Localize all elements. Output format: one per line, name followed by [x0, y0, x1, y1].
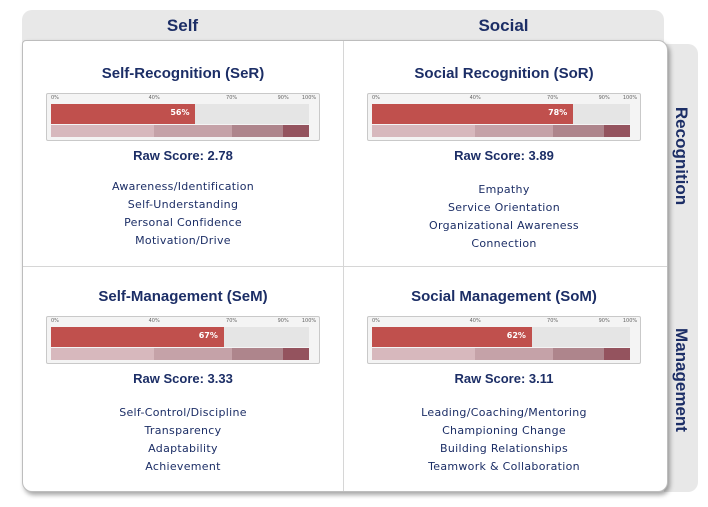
scale-tick-label: 0% — [51, 95, 59, 101]
skill-item: Service Orientation — [448, 201, 560, 214]
raw-score: Raw Score: 3.89 — [454, 148, 554, 163]
row-header-management: Management — [672, 328, 691, 432]
quadrant-social-management: Social Management (SoM) 0% 40% 70% 90% 100% 6… — [344, 288, 664, 476]
skill-item: Transparency — [144, 424, 222, 437]
gauge-band — [552, 125, 605, 137]
gauge-band — [372, 348, 476, 360]
skill-item: Championing Change — [442, 424, 566, 437]
scale-tick-label: 40% — [148, 318, 160, 324]
scale-tick-label: 100% — [622, 95, 638, 101]
gauge-percent-label: 78% — [548, 108, 568, 117]
skill-item: Connection — [471, 237, 537, 250]
scale-tick-label: 0% — [51, 318, 59, 324]
gauge-percent-label: 67% — [198, 331, 218, 340]
column-header-self: Self — [166, 16, 199, 35]
gauge-band — [283, 348, 309, 360]
score-gauge: 0% 40% 70% 90% 100% 78% — [367, 93, 641, 141]
scale-tick-label: 90% — [277, 318, 289, 324]
skill-item: Personal Confidence — [124, 216, 242, 229]
skill-item: Leading/Coaching/Mentoring — [421, 406, 587, 419]
gauge-band — [372, 125, 476, 137]
gauge-track: 67% — [51, 327, 309, 347]
scale-tick-label: 70% — [547, 318, 559, 324]
skill-list: Self-Control/Discipline Transparency Ada… — [23, 404, 343, 476]
gauge-fill: 56% — [51, 104, 196, 124]
skill-item: Awareness/Identification — [111, 180, 255, 193]
quadrant-self-recognition: Self-Recognition (SeR) 0% 40% 70% 90% 100% 56… — [23, 65, 343, 250]
scale-tick-label: 40% — [469, 95, 481, 101]
skill-list: Awareness/Identification Self-Understand… — [23, 178, 343, 250]
gauge-track: 56% — [51, 104, 309, 124]
gauge-fill: 67% — [51, 327, 224, 347]
column-header-band — [22, 10, 664, 44]
gauge-band — [604, 125, 630, 137]
skill-item: Organizational Awareness — [429, 219, 579, 232]
gauge-band — [231, 125, 284, 137]
scale-tick-label: 90% — [277, 95, 289, 101]
gauge-fill: 78% — [372, 104, 574, 124]
gauge-track: 78% — [372, 104, 630, 124]
gauge-band — [51, 348, 155, 360]
score-gauge: 0% 40% 70% 90% 100% 67% — [46, 316, 320, 364]
quadrant-title: Self-Recognition (SeR) — [101, 65, 265, 82]
scale-tick-label: 40% — [148, 95, 160, 101]
scale-tick-label: 70% — [226, 318, 238, 324]
row-header-recognition: Recognition — [672, 106, 691, 206]
gauge-track: 62% — [372, 327, 630, 347]
gauge-fill: 62% — [372, 327, 532, 347]
scale-tick-label: 0% — [372, 318, 380, 324]
scale-tick-label: 100% — [301, 318, 317, 324]
gauge-band — [51, 125, 155, 137]
gauge-bands — [51, 348, 309, 360]
skill-item: Teamwork & Collaboration — [428, 460, 580, 473]
gauge-bands — [372, 348, 630, 360]
gauge-band — [604, 348, 630, 360]
scale-tick-label: 90% — [598, 95, 610, 101]
gauge-bands — [372, 125, 630, 137]
gauge-band — [154, 125, 232, 137]
quadrant-self-management: Self-Management (SeM) 0% 40% 70% 90% 100% 67%… — [23, 288, 343, 476]
skill-list: Leading/Coaching/Mentoring Championing C… — [344, 404, 664, 476]
skill-item: Achievement — [145, 460, 221, 473]
raw-score: Raw Score: 3.33 — [133, 371, 233, 386]
skill-item: Adaptability — [148, 442, 218, 455]
scale-tick-label: 100% — [622, 318, 638, 324]
scale-tick-label: 90% — [598, 318, 610, 324]
skill-item: Self-Control/Discipline — [119, 406, 247, 419]
raw-score: Raw Score: 2.78 — [133, 148, 233, 163]
gauge-band — [552, 348, 605, 360]
scale-tick-label: 100% — [301, 95, 317, 101]
gauge-band — [475, 125, 553, 137]
horizontal-divider — [23, 266, 667, 267]
scale-tick-label: 0% — [372, 95, 380, 101]
quadrant-social-recognition: Social Recognition (SoR) 0% 40% 70% 90% 100%… — [344, 65, 664, 253]
quadrant-title: Social Recognition (SoR) — [414, 65, 594, 82]
gauge-band — [154, 348, 232, 360]
gauge-band — [475, 348, 553, 360]
skill-item: Building Relationships — [440, 442, 568, 455]
quadrant-title: Self-Management (SeM) — [98, 288, 268, 305]
quadrant-title: Social Management (SoM) — [411, 288, 597, 305]
gauge-bands — [51, 125, 309, 137]
skill-item: Empathy — [478, 183, 530, 196]
skill-item: Self-Understanding — [127, 198, 239, 211]
score-gauge: 0% 40% 70% 90% 100% 56% — [46, 93, 320, 141]
scale-tick-label: 70% — [547, 95, 559, 101]
row-header-band — [664, 44, 698, 492]
skill-item: Motivation/Drive — [135, 234, 231, 247]
score-gauge: 0% 40% 70% 90% 100% 62% — [367, 316, 641, 364]
raw-score: Raw Score: 3.11 — [454, 371, 554, 386]
gauge-band — [231, 348, 284, 360]
skill-list: Empathy Service Orientation Organization… — [344, 181, 664, 253]
scale-tick-label: 40% — [469, 318, 481, 324]
gauge-percent-label: 56% — [170, 108, 190, 117]
column-header-social: Social — [478, 16, 529, 35]
gauge-percent-label: 62% — [506, 331, 526, 340]
scale-tick-label: 70% — [226, 95, 238, 101]
gauge-band — [283, 125, 309, 137]
